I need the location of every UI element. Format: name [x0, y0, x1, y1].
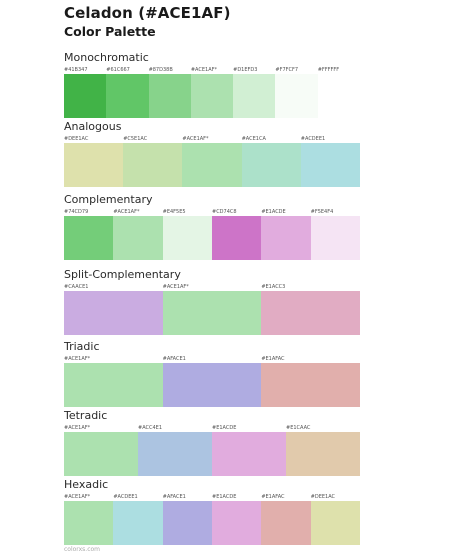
color-swatch[interactable] — [162, 216, 212, 260]
color-swatch[interactable] — [64, 216, 114, 260]
color-swatch[interactable] — [310, 501, 360, 545]
color-swatch[interactable] — [286, 432, 360, 476]
color-code-label[interactable]: #E1ACC3 — [261, 284, 286, 290]
swatch-row — [64, 74, 360, 118]
page-title: Celadon (#ACE1AF) — [64, 4, 231, 22]
color-code-label[interactable]: #87D38B — [148, 67, 173, 73]
color-swatch[interactable] — [261, 501, 311, 545]
swatch-row — [64, 291, 361, 335]
color-swatch[interactable] — [275, 74, 318, 118]
color-code-label[interactable]: #ACE1CA — [241, 136, 266, 142]
palette-title: Complementary — [64, 193, 153, 206]
color-code-label[interactable]: #74CD79 — [64, 209, 89, 215]
footer-site-link[interactable]: colorxs.com — [64, 546, 101, 553]
color-code-label[interactable]: #ACE1AF* — [162, 284, 189, 290]
color-swatch[interactable] — [64, 432, 138, 476]
color-code-label[interactable]: #61C667 — [106, 67, 130, 73]
color-code-label[interactable]: #ACE1AF* — [64, 425, 91, 431]
swatch-row — [64, 143, 361, 187]
color-swatch[interactable] — [162, 501, 212, 545]
color-swatch[interactable] — [148, 74, 191, 118]
color-swatch[interactable] — [190, 74, 234, 118]
color-code-row: #ACE1AF* #AFACE1 #E1AFAC — [64, 355, 360, 363]
color-code-label[interactable]: #FFFFFF — [317, 67, 340, 73]
palette-title: Analogous — [64, 120, 122, 133]
color-code-label[interactable]: #E1CAAC — [286, 425, 311, 431]
color-swatch[interactable] — [64, 143, 124, 187]
color-swatch[interactable] — [300, 143, 361, 187]
color-swatch[interactable] — [233, 74, 276, 118]
palette-section-analogous: Analogous #DEE1AC #C5E1AC #ACE1AF* #ACE1CA #A… — [64, 119, 361, 187]
color-code-label[interactable]: #ACDEE1 — [300, 136, 326, 142]
color-swatch[interactable] — [64, 363, 163, 407]
color-code-label[interactable]: #ACDEE1 — [113, 494, 138, 500]
color-swatch[interactable] — [310, 216, 360, 260]
palette-section-complementary: Complementary #74CD79 #ACE1AF* #E4F5E5 #CD74… — [64, 192, 360, 260]
color-code-label[interactable]: #ACE1AF* — [64, 356, 91, 362]
color-code-label[interactable]: #ACE1AF* — [182, 136, 209, 142]
color-code-row: #CAACE1 #ACE1AF* #E1ACC3 — [64, 283, 360, 291]
color-swatch[interactable] — [106, 74, 149, 118]
palette-title: Tetradic — [64, 409, 108, 422]
color-code-row: #41B347 #61C667 #87D38B #ACE1AF* #D1EFD3 #F7F… — [64, 66, 360, 74]
color-code-label[interactable]: #ACE1AF* — [190, 67, 217, 73]
color-swatch[interactable] — [212, 432, 286, 476]
color-code-label[interactable]: #E1ACDE — [212, 494, 237, 500]
color-swatch[interactable] — [211, 216, 262, 260]
color-swatch[interactable] — [241, 143, 301, 187]
swatch-row — [64, 432, 360, 476]
color-swatch[interactable] — [261, 291, 361, 335]
color-swatch[interactable] — [138, 432, 212, 476]
color-code-row: #ACE1AF* #ACDEE1 #AFACE1 #E1ACDE #E1AFAC #DEE… — [64, 493, 360, 501]
color-code-label[interactable]: #F7FCF7 — [275, 67, 299, 73]
color-code-label[interactable]: #AFACE1 — [162, 356, 186, 362]
swatch-row — [64, 501, 360, 545]
color-code-label[interactable]: #E1ACDE — [212, 425, 237, 431]
color-swatch[interactable] — [182, 143, 242, 187]
color-code-label[interactable]: #ACE1AF* — [64, 494, 91, 500]
color-code-label[interactable]: #ACC4E1 — [138, 425, 163, 431]
color-code-label[interactable]: #E1AFAC — [261, 494, 285, 500]
color-code-label[interactable]: #E4F5E5 — [162, 209, 186, 215]
color-code-label[interactable]: #E1AFAC — [261, 356, 285, 362]
color-swatch[interactable] — [211, 501, 262, 545]
color-code-label[interactable]: #DEE1AC — [310, 494, 336, 500]
color-swatch[interactable] — [317, 74, 360, 118]
color-code-label[interactable]: #ACE1AF* — [113, 209, 140, 215]
swatch-row — [64, 216, 360, 260]
color-code-label[interactable]: #AFACE1 — [162, 494, 186, 500]
palette-section-split-complementary: Split-Complementary #CAACE1 #ACE1AF* #E1ACC… — [64, 267, 361, 335]
swatch-row — [64, 363, 361, 407]
palette-title: Monochromatic — [64, 51, 149, 64]
color-code-row: #ACE1AF* #ACC4E1 #E1ACDE #E1CAAC — [64, 424, 360, 432]
palette-section-monochromatic: Monochromatic #41B347 #61C667 #87D38B #ACE1A… — [64, 50, 360, 118]
color-code-row: #DEE1AC #C5E1AC #ACE1AF* #ACE1CA #ACDEE1 — [64, 135, 360, 143]
palette-title: Hexadic — [64, 478, 109, 491]
color-swatch[interactable] — [64, 291, 163, 335]
palette-title: Split-Complementary — [64, 268, 181, 281]
color-code-label[interactable]: #E1ACDE — [261, 209, 286, 215]
color-swatch[interactable] — [123, 143, 183, 187]
color-code-label[interactable]: #D1EFD3 — [233, 67, 258, 73]
page-subtitle: Color Palette — [64, 24, 156, 39]
color-swatch[interactable] — [261, 216, 311, 260]
palette-title: Triadic — [64, 340, 100, 353]
palette-section-triadic: Triadic #ACE1AF* #AFACE1 #E1AFAC — [64, 339, 361, 407]
color-code-label[interactable]: #CAACE1 — [64, 284, 89, 290]
color-code-row: #74CD79 #ACE1AF* #E4F5E5 #CD74C8 #E1ACDE #F5E… — [64, 208, 360, 216]
color-swatch[interactable] — [162, 363, 262, 407]
palette-section-tetradic: Tetradic #ACE1AF* #ACC4E1 #E1ACDE #E1CAAC — [64, 408, 360, 476]
color-code-label[interactable]: #41B347 — [64, 67, 88, 73]
color-swatch[interactable] — [162, 291, 262, 335]
color-swatch[interactable] — [113, 216, 163, 260]
color-code-label[interactable]: #CD74C8 — [212, 209, 237, 215]
color-swatch[interactable] — [113, 501, 163, 545]
color-swatch[interactable] — [64, 501, 114, 545]
color-swatch[interactable] — [64, 74, 107, 118]
color-code-label[interactable]: #F5E4F4 — [310, 209, 334, 215]
palette-section-hexadic: Hexadic #ACE1AF* #ACDEE1 #AFACE1 #E1ACDE #E1A… — [64, 477, 360, 545]
color-code-label[interactable]: #C5E1AC — [123, 136, 148, 142]
color-swatch[interactable] — [261, 363, 361, 407]
color-code-label[interactable]: #DEE1AC — [64, 136, 89, 142]
